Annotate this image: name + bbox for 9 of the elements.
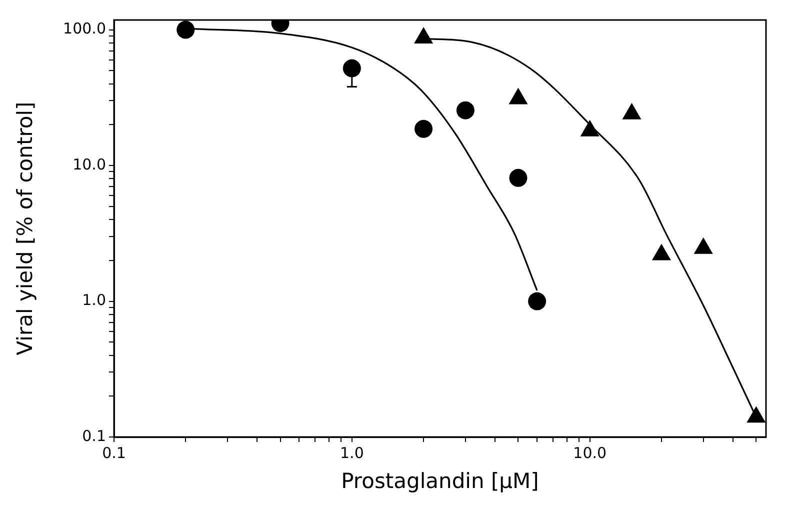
x-axis-title: Prostaglandin [μM]: [341, 468, 539, 493]
x-tick-label: 1.0: [340, 444, 364, 462]
y-axis-title: Viral yield [% of control]: [13, 102, 38, 356]
y-tick-label: 100.0: [63, 20, 106, 38]
x-tick-label: 0.1: [102, 444, 126, 462]
y-tick-label: 1.0: [82, 291, 106, 310]
y-tick-label: 0.1: [82, 426, 106, 445]
y-tick-label: 10.0: [72, 155, 106, 174]
x-tick-label: 10.0: [573, 444, 607, 462]
